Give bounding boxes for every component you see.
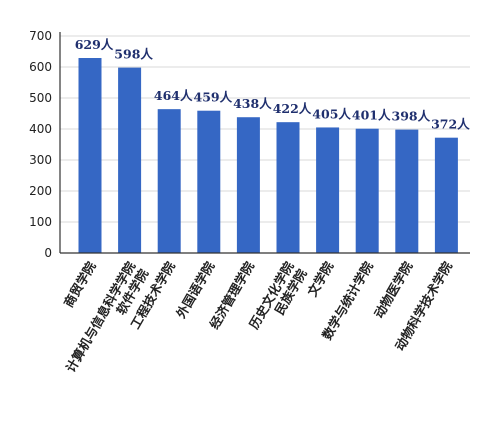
category-label-line: 动物医学院 — [371, 259, 415, 321]
category-label: 文学院 — [304, 259, 336, 299]
bar — [157, 109, 181, 253]
category-label-text: 外国语学院 — [173, 259, 218, 322]
bar — [395, 129, 419, 253]
bar — [236, 117, 260, 253]
y-tick-label: 500 — [29, 91, 52, 105]
bar-value-label: 405人 — [312, 106, 351, 121]
x-axis-category-labels: 商贸学院计算机与信息科学学院软件学院工程技术学院外国语学院经济管理学院历史文化学… — [61, 259, 456, 375]
bar-value-label: 438人 — [233, 96, 272, 111]
y-tick-label: 200 — [29, 184, 52, 198]
category-label: 历史文化学院民族学院 — [246, 259, 310, 339]
bar-value-label: 464人 — [154, 88, 193, 103]
category-label: 动物医学院 — [371, 259, 415, 321]
y-tick-label: 700 — [29, 29, 52, 43]
bars — [78, 58, 458, 254]
bar-value-label: 629人 — [75, 37, 114, 52]
bar — [276, 122, 300, 254]
y-tick-label: 100 — [29, 215, 52, 229]
category-label-text: 历史文化学院民族学院 — [246, 259, 310, 339]
bar-value-label: 422人 — [273, 101, 312, 116]
category-label-line: 计算机与信息科学学院 — [63, 259, 139, 375]
bar — [78, 58, 102, 254]
category-label-line: 商贸学院 — [61, 259, 99, 310]
bar-value-label: 398人 — [392, 109, 431, 124]
category-label-text: 动物医学院 — [371, 259, 415, 321]
category-label-line: 外国语学院 — [173, 259, 218, 322]
category-label-text: 商贸学院 — [61, 259, 99, 310]
category-label-line: 文学院 — [304, 259, 336, 299]
bar — [434, 137, 458, 253]
bar — [355, 128, 379, 253]
bar — [118, 67, 142, 254]
bar-value-label: 401人 — [352, 108, 391, 123]
y-tick-label: 600 — [29, 60, 52, 74]
bar-value-label: 598人 — [114, 47, 153, 62]
bar — [316, 127, 340, 253]
category-label: 外国语学院 — [173, 259, 218, 322]
y-tick-label: 400 — [29, 122, 52, 136]
bar-value-label: 459人 — [194, 90, 233, 105]
category-label-text: 文学院 — [304, 259, 336, 299]
y-tick-label: 0 — [44, 246, 52, 260]
bar — [197, 110, 221, 254]
bar-value-label: 372人 — [431, 117, 470, 132]
y-tick-label: 300 — [29, 153, 52, 167]
category-label: 商贸学院 — [61, 259, 99, 310]
y-axis-tick-labels: 0 100 200 300 400 500 600 700 — [29, 29, 52, 260]
